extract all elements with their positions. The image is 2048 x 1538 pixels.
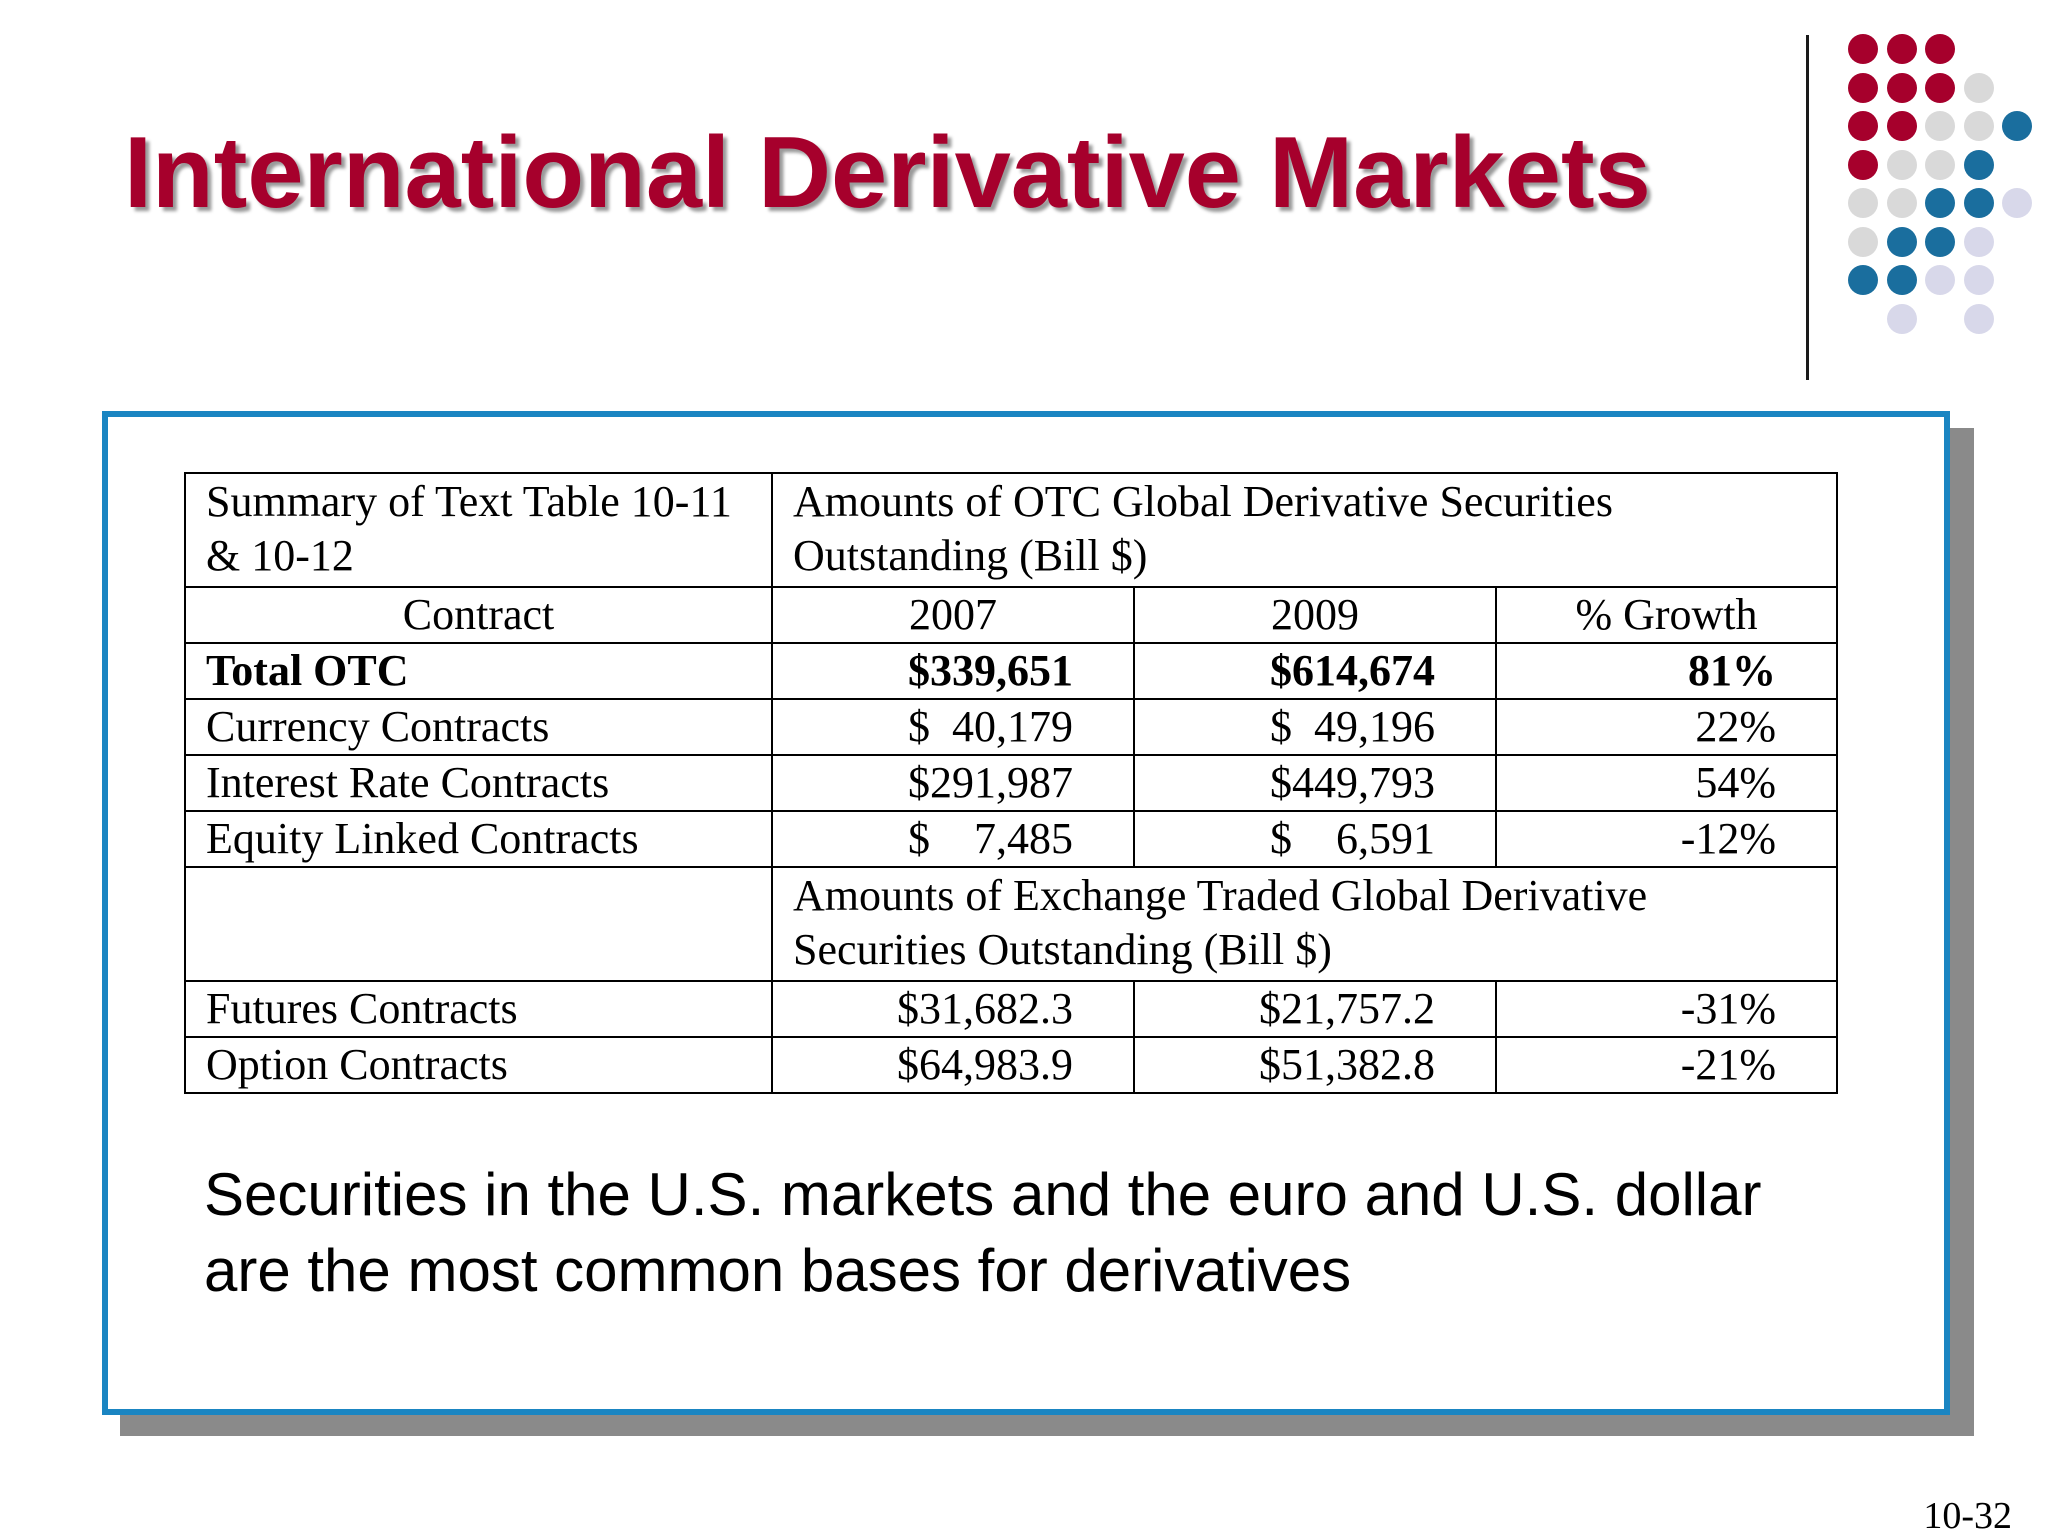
table-header-row: Summary of Text Table 10-11 & 10-12 Amou… — [184, 472, 1839, 588]
contract-cell: Futures Contracts — [184, 980, 773, 1038]
contract-cell: Total OTC — [184, 642, 773, 700]
value-2009-cell: $ 49,196 — [1133, 698, 1497, 756]
table-row: Option Contracts $64,983.9 $51,382.8 -21… — [184, 1036, 1839, 1094]
growth-cell: -21% — [1494, 1036, 1839, 1094]
decorative-dot — [2002, 188, 2032, 218]
decorative-dot — [1963, 111, 1994, 141]
value-2007-cell: $64,983.9 — [771, 1036, 1135, 1094]
otc-heading-cell: Amounts of OTC Global Derivative Securit… — [770, 472, 1839, 588]
value-2007-cell: $339,651 — [771, 642, 1135, 700]
column-header-contract: Contract — [184, 586, 773, 644]
value-2009-cell: $21,757.2 — [1133, 980, 1497, 1038]
decorative-dot — [1886, 188, 1917, 218]
decorative-dot — [1848, 226, 1878, 257]
decorative-dot — [1925, 72, 1955, 103]
decorative-dot — [1963, 226, 1994, 257]
decorative-dot — [1963, 188, 1994, 218]
value-2009-cell: $614,674 — [1133, 642, 1497, 700]
decorative-dot — [1886, 226, 1917, 257]
value-2009-cell: $ 6,591 — [1133, 810, 1497, 868]
decorative-dot — [1963, 72, 1994, 103]
divider-line — [1806, 35, 1809, 380]
table-row: Interest Rate Contracts $291,987 $449,79… — [184, 754, 1839, 812]
contract-cell: Option Contracts — [184, 1036, 773, 1094]
exchange-heading-row: Amounts of Exchange Traded Global Deriva… — [184, 866, 1839, 982]
table-row: Futures Contracts $31,682.3 $21,757.2 -3… — [184, 980, 1839, 1038]
value-2009-cell: $51,382.8 — [1133, 1036, 1497, 1094]
decorative-dot — [1886, 72, 1917, 103]
decorative-dot — [1886, 303, 1917, 334]
derivatives-summary-table: Summary of Text Table 10-11 & 10-12 Amou… — [184, 472, 1839, 1094]
decorative-dot — [1963, 265, 1994, 295]
value-2007-cell: $ 7,485 — [771, 810, 1135, 868]
growth-cell: -31% — [1494, 980, 1839, 1038]
contract-cell: Interest Rate Contracts — [184, 754, 773, 812]
decorative-dot — [1848, 72, 1878, 103]
decorative-dot — [1925, 149, 1955, 180]
table-row: Currency Contracts $ 40,179 $ 49,196 22% — [184, 698, 1839, 756]
decorative-dot — [1848, 188, 1878, 218]
content-panel: Summary of Text Table 10-11 & 10-12 Amou… — [102, 411, 1950, 1415]
decorative-dot — [1925, 226, 1955, 257]
column-header-2009: 2009 — [1133, 586, 1497, 644]
decorative-dot — [1886, 265, 1917, 295]
value-2007-cell: $291,987 — [771, 754, 1135, 812]
contract-cell: Equity Linked Contracts — [184, 810, 773, 868]
value-2007-cell: $ 40,179 — [771, 698, 1135, 756]
growth-cell: 22% — [1494, 698, 1839, 756]
value-2009-cell: $449,793 — [1133, 754, 1497, 812]
summary-label-cell: Summary of Text Table 10-11 & 10-12 — [184, 472, 773, 588]
decorative-dot — [1848, 265, 1878, 295]
page-number: 10-32 — [1923, 1495, 2012, 1537]
contract-cell: Currency Contracts — [184, 698, 773, 756]
decorative-dot — [1886, 149, 1917, 180]
decorative-dot — [1963, 303, 1994, 334]
value-2007-cell: $31,682.3 — [771, 980, 1135, 1038]
slide-title: International Derivative Markets — [124, 117, 1651, 229]
exchange-heading-cell: Amounts of Exchange Traded Global Deriva… — [770, 866, 1839, 982]
decorative-dot — [1848, 111, 1878, 141]
table-row: Total OTC $339,651 $614,674 81% — [184, 642, 1839, 700]
decorative-dot — [1886, 34, 1917, 64]
column-header-row: Contract 2007 2009 % Growth — [184, 586, 1839, 644]
growth-cell: 81% — [1494, 642, 1839, 700]
decorative-dot — [1886, 111, 1917, 141]
table-row: Equity Linked Contracts $ 7,485 $ 6,591 … — [184, 810, 1839, 868]
decorative-dot — [2002, 111, 2032, 141]
decorative-dot — [1925, 34, 1955, 64]
decorative-dot — [1963, 149, 1994, 180]
column-header-growth: % Growth — [1494, 586, 1839, 644]
summary-note: Securities in the U.S. markets and the e… — [204, 1161, 1762, 1304]
column-header-2007: 2007 — [771, 586, 1135, 644]
decorative-dot — [1925, 111, 1955, 141]
decorative-dot — [1848, 149, 1878, 180]
decorative-dot — [1848, 34, 1878, 64]
growth-cell: 54% — [1494, 754, 1839, 812]
growth-cell: -12% — [1494, 810, 1839, 868]
decorative-dot — [1925, 188, 1955, 218]
decorative-dot — [1925, 265, 1955, 295]
empty-cell — [184, 866, 773, 982]
